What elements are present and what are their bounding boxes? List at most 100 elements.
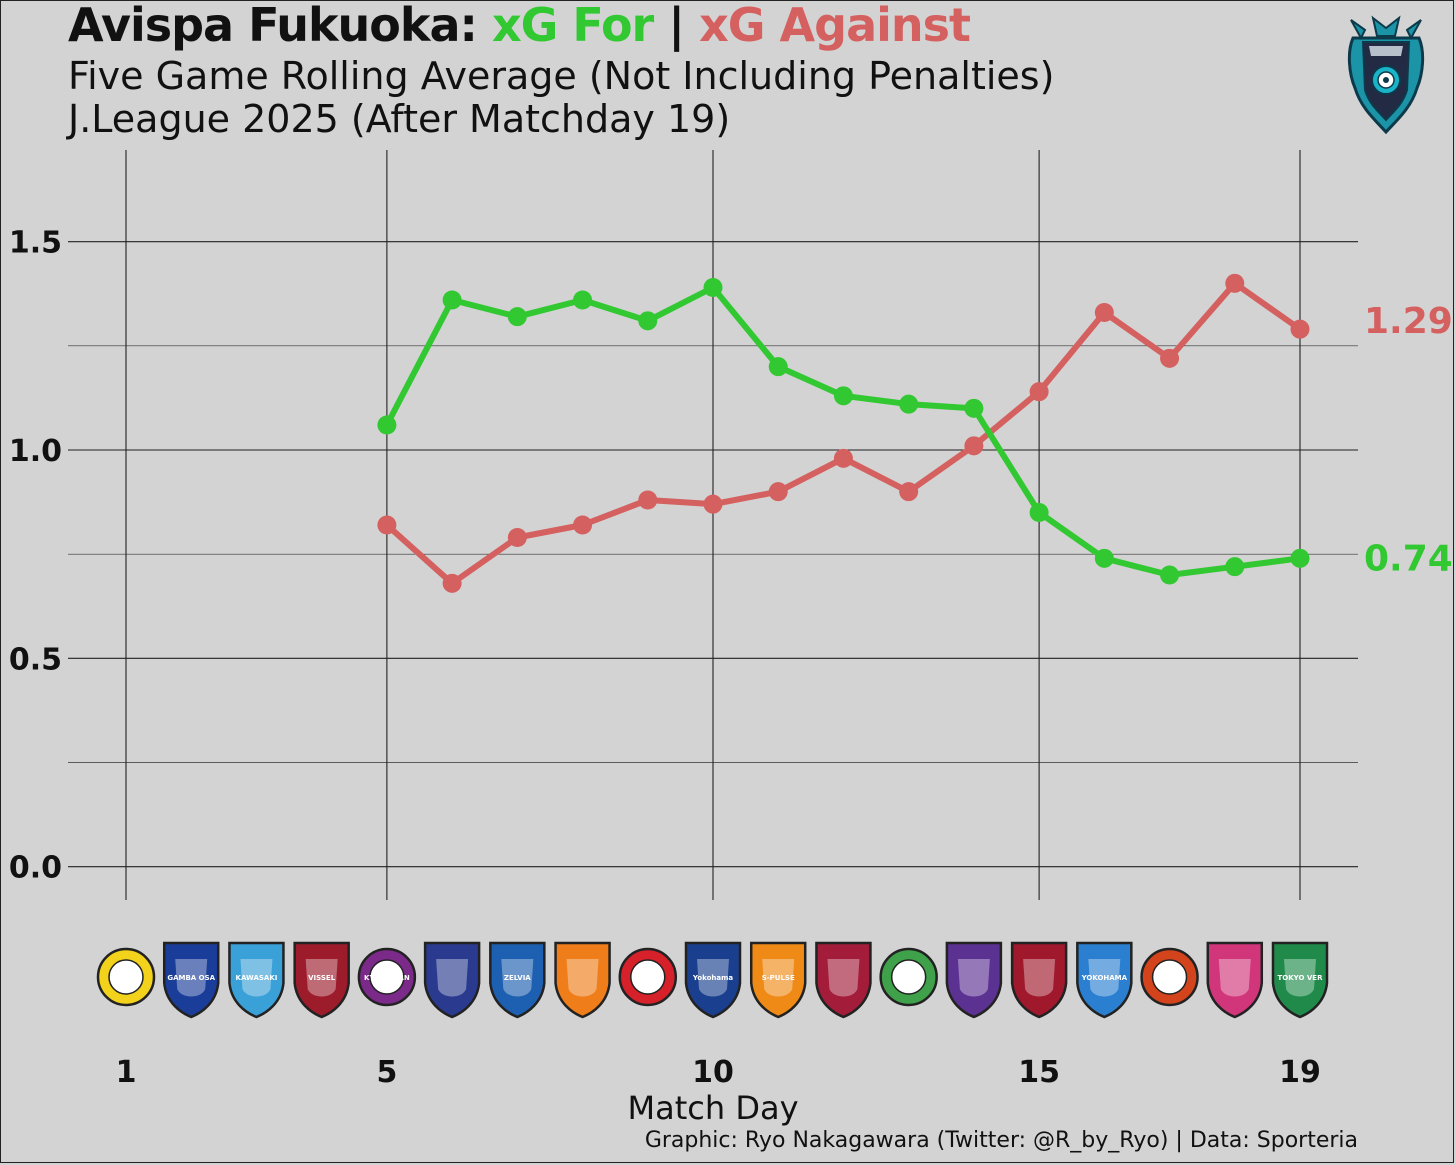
xg-for-point: [768, 357, 788, 377]
xg-for-point: [573, 290, 593, 310]
title-team: Avispa Fukuoka:: [68, 0, 478, 52]
x-tick-label: 10: [692, 1055, 734, 1090]
urawa-reds-crest-icon: [618, 947, 678, 1007]
xg-for-point: [1094, 548, 1114, 568]
xg-for-point: [703, 278, 723, 297]
machida-zelvia-crest-icon: ZELVIA: [489, 941, 546, 1019]
crest-text: ZELVIA: [504, 974, 531, 982]
crest-inner: [762, 959, 795, 997]
x-tick-label: 19: [1279, 1055, 1321, 1090]
subtitle-league-season: J.League 2025 (After Matchday 19): [68, 97, 731, 141]
crest-text: VISSEL: [308, 974, 336, 982]
xg-for-point: [1290, 548, 1310, 568]
crest-body: [489, 941, 546, 1019]
y-tick-label: 1.0: [9, 434, 62, 469]
xg-for-point: [638, 311, 658, 331]
crest-inner: [697, 959, 729, 997]
xg-for-point: [833, 386, 853, 406]
xg-for-point: [1029, 503, 1049, 522]
avispa-fukuoka-crest-icon: [1347, 15, 1425, 135]
xg-for-point: [1225, 557, 1245, 577]
x-axis-label: Match Day: [628, 1089, 799, 1127]
crest-text: TOKYO VER: [1278, 974, 1324, 982]
crest-inner: [1088, 959, 1121, 997]
xg-for-point: [1160, 565, 1180, 585]
x-tick-label: 1: [116, 1055, 137, 1090]
crest-body: [1206, 941, 1264, 1019]
xg-against-point: [703, 494, 723, 514]
grid-lines: [68, 150, 1358, 900]
crest-inner: [436, 959, 469, 997]
crest-inner: [501, 959, 534, 997]
sanfrecce-hiroshima-crest-icon: [945, 941, 1003, 1019]
crest-body: [1010, 941, 1068, 1019]
xg-against-point: [1029, 382, 1049, 402]
crest-inner: [1023, 959, 1056, 997]
crest-text: REYSOL: [111, 974, 142, 982]
vissel-kobe-crest-icon: VISSEL: [293, 941, 350, 1019]
xg-against-point: [638, 490, 658, 510]
xg-against-point: [899, 482, 919, 502]
xg-against-point: [1160, 348, 1180, 368]
x-tick-label: 15: [1018, 1055, 1060, 1090]
title-separator: |: [668, 0, 685, 52]
fc-tokyo-crest-icon: [423, 941, 481, 1019]
xg-against-point: [768, 482, 788, 502]
xg-for-point: [899, 394, 919, 414]
xg-against-point: [1094, 303, 1114, 322]
x-axis-ticks: 1 5 10 15 19: [116, 1055, 1321, 1090]
crest-body: [749, 941, 807, 1019]
opponent-crests: REYSOL GAMBA OSA KAWASAKI VISSEL KYOTO SAN ZE…: [96, 941, 1329, 1019]
xg-against-point: [833, 448, 853, 468]
crest-body: [1271, 941, 1329, 1019]
chart-title: Avispa Fukuoka: xG For | xG Against: [68, 0, 971, 52]
y-axis-ticks: 0.0 0.5 1.0 1.5: [9, 226, 62, 886]
subtitle-rolling-average: Five Game Rolling Average (Not Including…: [68, 54, 1055, 98]
gamba-osaka-crest-icon: GAMBA OSA: [162, 941, 220, 1019]
xg-against-point: [1290, 319, 1310, 339]
crest-body: [423, 941, 481, 1019]
crest-text: KYOTO SAN: [364, 974, 410, 982]
crest-inner: [175, 959, 208, 997]
yokohama-f-marinos-crest-icon: Yokohama: [684, 941, 742, 1019]
title-xg-against: xG Against: [699, 0, 971, 52]
crest-text: YOKOHAMA: [1081, 974, 1128, 982]
series-lines: [377, 273, 1310, 593]
xg-against-point: [573, 515, 593, 535]
credit-line: Graphic: Ryo Nakagawara (Twitter: @R_by_…: [644, 1128, 1358, 1153]
crest-body: [228, 941, 285, 1019]
crest-text: S-PULSE: [762, 974, 795, 982]
fagiano-okayama-crest-icon: [815, 941, 872, 1019]
crest-body: [162, 941, 220, 1019]
crest-body: [945, 941, 1003, 1019]
crest-text: KAWASAKI: [236, 974, 278, 982]
xg-against-point: [507, 528, 527, 547]
cerezo-osaka-crest-icon: [1206, 941, 1264, 1019]
kyoto-sanga-crest-icon: KYOTO SAN: [357, 947, 417, 1007]
crest-inner: [305, 959, 338, 997]
y-tick-label: 0.0: [9, 851, 62, 886]
crest-inner: [827, 959, 860, 997]
xg-against-point: [1225, 273, 1245, 293]
crest-body: [293, 941, 350, 1019]
crest-inner: [1218, 959, 1251, 997]
xg-for-point: [964, 398, 984, 418]
xg-for-point: [442, 290, 462, 310]
kashima-antlers-crest-icon: [1010, 941, 1068, 1019]
kashiwa-reysol-crest-icon: REYSOL: [96, 947, 156, 1007]
kawasaki-frontale-crest-icon: KAWASAKI: [228, 941, 285, 1019]
crest-inner: [369, 959, 405, 995]
y-tick-label: 0.5: [9, 642, 62, 677]
tokyo-verdy-crest-icon: TOKYO VER: [1271, 941, 1329, 1019]
crest-text: GAMBA OSA: [167, 974, 215, 982]
xg-against-point: [377, 515, 397, 535]
crest-inner: [957, 959, 990, 997]
crest-body: [1076, 941, 1133, 1019]
crest-inner: [1284, 959, 1316, 997]
xg-against-point: [964, 436, 984, 456]
xg-against-point: [442, 573, 462, 593]
crest-inner: [1151, 959, 1188, 995]
yokohama-fc-crest-icon: YOKOHAMA: [1076, 941, 1133, 1019]
nagoya-grampus-crest-icon: [1140, 947, 1199, 1007]
